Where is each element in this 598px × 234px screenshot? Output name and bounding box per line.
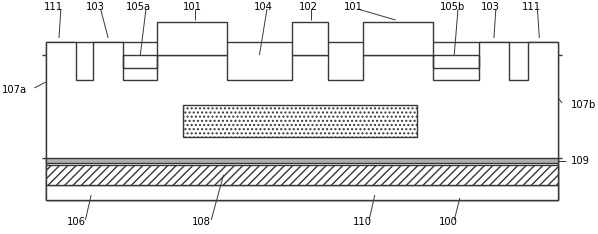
Bar <box>292 22 328 55</box>
Text: 109: 109 <box>570 156 590 166</box>
Text: 105b: 105b <box>440 2 465 12</box>
Text: 110: 110 <box>353 217 372 227</box>
Text: 101: 101 <box>183 2 202 12</box>
Text: 102: 102 <box>299 2 318 12</box>
Text: 103: 103 <box>86 2 104 12</box>
Text: 100: 100 <box>439 217 458 227</box>
Text: 101: 101 <box>344 2 362 12</box>
Bar <box>364 22 434 55</box>
Bar <box>45 165 559 185</box>
Text: 103: 103 <box>481 2 499 12</box>
Bar <box>45 158 559 163</box>
Text: 111: 111 <box>44 2 63 12</box>
Text: 107a: 107a <box>2 85 27 95</box>
Bar <box>45 42 559 200</box>
Text: 104: 104 <box>254 2 273 12</box>
Text: 107b: 107b <box>570 100 596 110</box>
Bar <box>157 22 227 55</box>
Bar <box>183 105 417 137</box>
Text: 111: 111 <box>522 2 541 12</box>
Text: 105a: 105a <box>126 2 151 12</box>
Text: 106: 106 <box>66 217 86 227</box>
Bar <box>45 185 559 200</box>
Text: 108: 108 <box>193 217 211 227</box>
Polygon shape <box>45 42 559 200</box>
